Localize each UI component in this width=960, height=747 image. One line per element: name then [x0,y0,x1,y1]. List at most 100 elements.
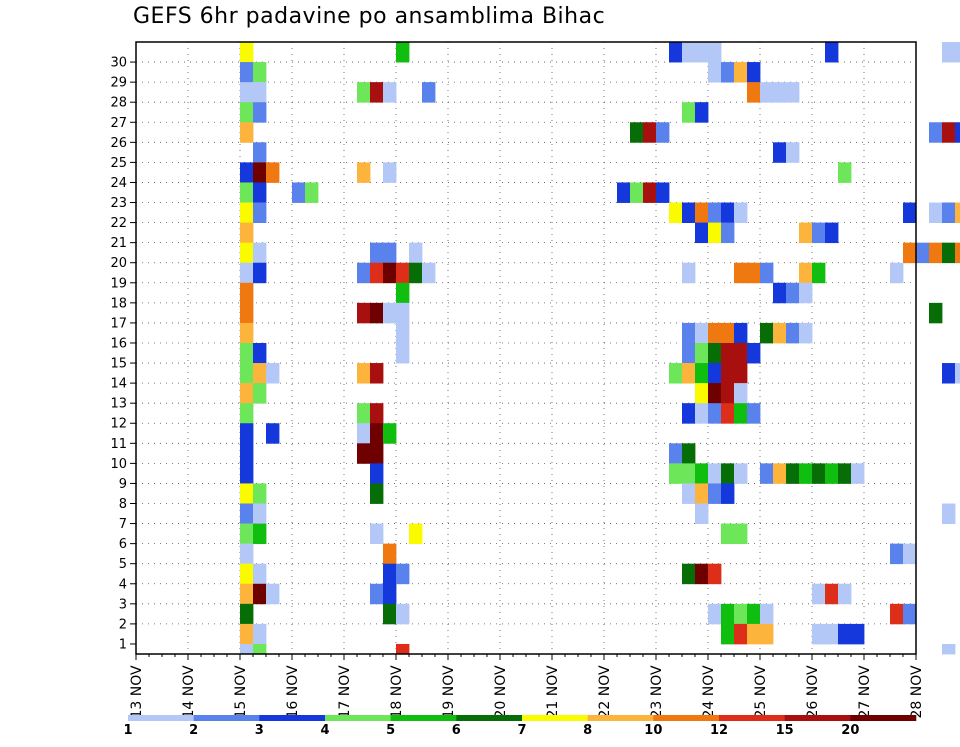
heatmap-cell [812,583,826,605]
heatmap-cell [786,82,800,103]
heatmap-cell [253,383,267,404]
legend-swatch [784,715,851,721]
heatmap-cell [383,543,397,565]
legend-label: 8 [583,723,592,738]
heatmap-cell [396,563,410,585]
heatmap-cell [747,403,761,424]
heatmap-cell [240,122,254,143]
heatmap-cell [240,623,254,645]
heatmap-cell [760,463,774,484]
heatmap-cell [812,623,826,645]
heatmap-cell [734,603,748,625]
heatmap-cell [409,523,423,545]
y-tick-label: 6 [119,537,127,552]
heatmap-cell [838,623,852,645]
heatmap-cell [409,262,423,284]
legend-label: 7 [517,723,526,738]
legend-swatch [259,715,326,721]
y-tick-label: 9 [119,477,127,492]
heatmap-cell [773,142,787,163]
x-tick-label: 27 NOV [857,665,873,719]
legend-label: 15 [776,723,794,738]
heatmap-cell [240,162,254,183]
heatmap-cell [682,463,696,484]
heatmap-cell [656,182,670,203]
heatmap-cell [422,262,436,284]
heatmap-cell [734,463,748,484]
heatmap-cell [708,42,722,63]
heatmap-cell [708,202,722,223]
heatmap-cell [240,182,254,203]
heatmap-cell [682,322,696,344]
heatmap-cell [721,603,735,625]
x-tick-label: 19 NOV [441,665,457,719]
heatmap-cell [734,202,748,223]
heatmap-cell [617,182,631,203]
heatmap-cell [825,463,839,484]
heatmap-cell [890,262,904,284]
heatmap-cell [734,523,748,545]
heatmap-cell [851,463,865,484]
heatmap-cell [682,202,696,223]
heatmap-cell [838,583,852,605]
heatmap-cell [747,262,761,284]
heatmap-cell [721,363,735,384]
heatmap-cell [669,363,683,384]
y-tick-label: 2 [119,617,127,632]
y-tick-label: 19 [110,276,127,291]
heatmap-cell [734,403,748,424]
heatmap-cell [708,563,722,585]
heatmap-cell [747,342,761,364]
heatmap-cell [643,182,657,203]
heatmap-cell [240,403,254,424]
heatmap-cell [240,583,254,605]
heatmap-cell [773,282,787,304]
heatmap-cell [825,583,839,605]
heatmap-cell [669,463,683,484]
heatmap-cell [240,322,254,344]
legend-swatch [587,715,654,721]
x-tick-label: 14 NOV [181,665,197,719]
y-tick-label: 23 [110,196,127,211]
heatmap-cell [266,162,280,183]
heatmap-cell [760,603,774,625]
legend-label: 20 [841,723,859,738]
heatmap-cell [266,423,280,444]
heatmap-cell [240,42,254,63]
heatmap-cell [253,563,267,585]
heatmap-cell [695,322,709,344]
legend-swatch [653,715,720,721]
heatmap-cell [422,82,436,103]
heatmap-cell [357,82,371,103]
heatmap-cell [240,423,254,444]
heatmap-cell [370,403,384,424]
heatmap-cell [253,523,267,545]
heatmap-cell [786,142,800,163]
heatmap-cell [721,523,735,545]
legend-swatch [193,715,260,721]
heatmap-cell [721,322,735,344]
heatmap-cell [734,363,748,384]
heatmap-cell [695,42,709,63]
heatmap-cell [370,583,384,605]
heatmap-cell [734,262,748,284]
y-tick-label: 16 [110,336,127,351]
legend-swatch [456,715,523,721]
heatmap-cell [305,182,319,203]
y-tick-label: 29 [110,76,127,91]
heatmap-cell [682,363,696,384]
heatmap-cell [786,282,800,304]
heatmap-cell [695,222,709,244]
heatmap-cell [838,162,852,183]
heatmap-cell [409,242,423,264]
x-axis: 13 NOV 14 NOV 15 NOV 16 NOV 17 NOV 18 NOV 19 N… [129,654,925,719]
heatmap-cell [747,603,761,625]
heatmap-cell [370,463,384,484]
y-tick-label: 27 [110,116,127,131]
heatmap-cell [383,82,397,103]
heatmap-cell [370,443,384,464]
y-tick-label: 11 [110,437,127,452]
legend-swatch [719,715,785,721]
heatmap-cell [253,82,267,103]
heatmap-cell [760,623,774,645]
